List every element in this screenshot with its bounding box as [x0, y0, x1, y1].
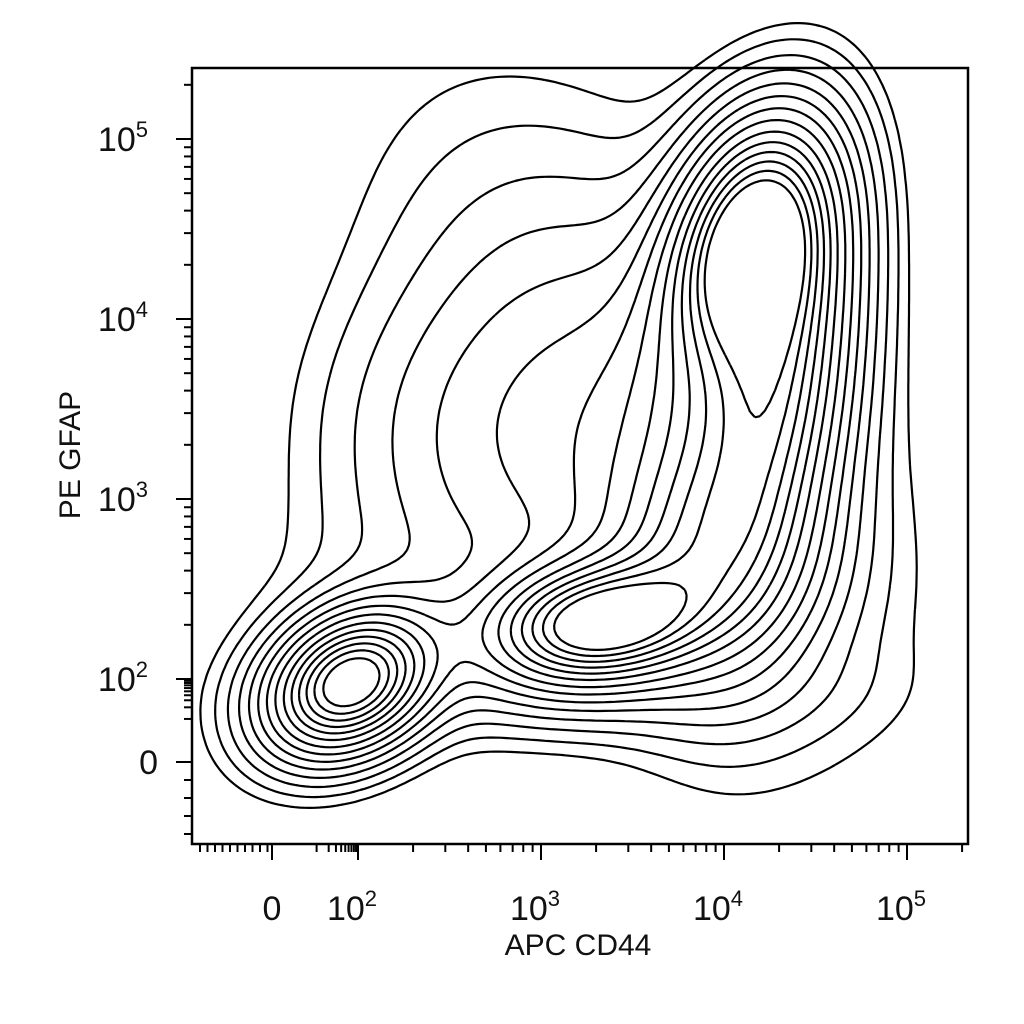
y-tick-label: 103: [98, 477, 148, 519]
contour-level: [282, 130, 839, 742]
x-tick-exponent: 3: [548, 886, 560, 911]
contour-level: [226, 54, 890, 789]
contour-level: [290, 141, 832, 735]
contour-level: [199, 22, 918, 809]
x-tick-label: 102: [327, 886, 377, 928]
contour-level: [257, 95, 863, 763]
x-axis-title: APC CD44: [505, 929, 652, 962]
y-tick-label: 104: [98, 297, 148, 339]
y-tick-label: 102: [98, 657, 148, 699]
contour-level: [313, 169, 813, 715]
x-axis-ticks: [199, 844, 964, 860]
x-tick-exponent: 5: [914, 886, 926, 911]
x-tick-label: 104: [693, 886, 743, 928]
contour-level: [214, 38, 900, 799]
x-tick-label: 105: [876, 886, 926, 928]
contour-level: [274, 119, 847, 749]
x-tick-label: 0: [263, 890, 282, 928]
y-tick-exponent: 2: [136, 657, 148, 682]
x-axis-tick-labels: 0 102 103 104 105: [263, 886, 927, 928]
x-tick-exponent: 4: [731, 886, 743, 911]
contour-level: [297, 150, 826, 729]
contour-level: [322, 179, 807, 708]
y-tick-exponent: 4: [136, 297, 148, 322]
contour-level: [247, 82, 871, 771]
contour-lines: [199, 22, 918, 809]
y-tick-label: 0: [139, 744, 158, 782]
contour-level: [265, 107, 855, 756]
y-tick-label: 105: [98, 117, 148, 159]
plot-frame: [190, 66, 970, 846]
y-axis-tick-labels: 0 102 103 104 105: [98, 117, 158, 782]
x-tick-exponent: 2: [365, 886, 377, 911]
x-tick-label: 103: [510, 886, 560, 928]
y-axis-ticks: [176, 83, 192, 835]
y-tick-exponent: 3: [136, 477, 148, 502]
contour-level: [305, 160, 819, 722]
contour-level: [238, 68, 880, 779]
y-axis-title: PE GFAP: [54, 391, 87, 519]
y-tick-exponent: 5: [136, 117, 148, 142]
